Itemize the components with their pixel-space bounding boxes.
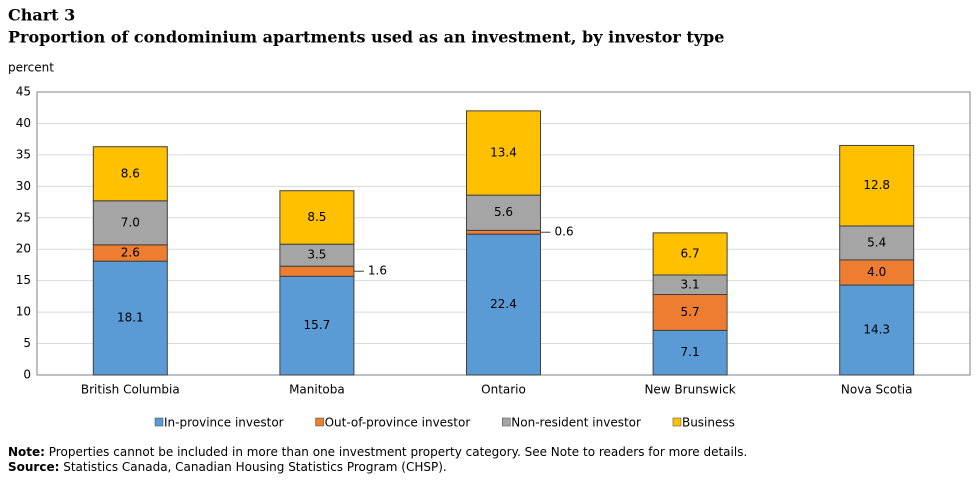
legend-swatch bbox=[154, 417, 164, 427]
value-label: 2.6 bbox=[121, 245, 140, 259]
value-label: 13.4 bbox=[490, 146, 517, 160]
y-tick-label: 45 bbox=[16, 85, 31, 99]
value-label: 3.1 bbox=[681, 277, 700, 291]
y-tick-label: 40 bbox=[16, 116, 31, 130]
y-tick-label: 10 bbox=[16, 305, 31, 319]
x-tick-label: Nova Scotia bbox=[841, 383, 913, 397]
bar-segment bbox=[466, 110, 541, 196]
legend-label: Non-resident investor bbox=[511, 416, 641, 430]
value-label: 8.5 bbox=[307, 210, 326, 224]
legend-swatch bbox=[315, 417, 324, 427]
bar-segment bbox=[466, 229, 541, 235]
notes: Note: Properties cannot be included in m… bbox=[8, 445, 747, 474]
bar-segment bbox=[279, 190, 355, 245]
y-tick-label: 5 bbox=[23, 336, 31, 350]
x-tick-label: Manitoba bbox=[289, 383, 345, 397]
value-label: 4.0 bbox=[867, 265, 886, 279]
value-label: 5.6 bbox=[494, 205, 513, 219]
value-label: 5.4 bbox=[867, 235, 886, 249]
value-label: 12.8 bbox=[863, 178, 890, 192]
bar-segment bbox=[279, 265, 355, 277]
bar-segment bbox=[839, 284, 915, 376]
chart-title: Chart 3 bbox=[8, 6, 75, 25]
value-label: 14.3 bbox=[863, 323, 890, 337]
legend-swatch bbox=[672, 417, 682, 427]
note-text: Properties cannot be included in more th… bbox=[45, 445, 747, 459]
bar-segment bbox=[839, 259, 915, 286]
bar-segment bbox=[839, 144, 915, 227]
note-label: Note: bbox=[8, 445, 45, 459]
value-label: 8.6 bbox=[121, 166, 140, 180]
y-tick-label: 15 bbox=[16, 273, 31, 287]
bar-segment bbox=[92, 146, 168, 202]
bar-segment bbox=[92, 260, 168, 376]
note-text: Statistics Canada, Canadian Housing Stat… bbox=[59, 460, 446, 474]
value-label: 5.7 bbox=[681, 305, 700, 319]
bar-segment bbox=[652, 329, 728, 376]
value-label: 0.6 bbox=[555, 225, 574, 239]
value-label: 7.1 bbox=[681, 345, 700, 359]
bar-segment bbox=[92, 200, 168, 246]
value-label: 7.0 bbox=[121, 215, 140, 229]
value-label: 18.1 bbox=[117, 311, 144, 325]
bar-segment bbox=[466, 194, 541, 231]
value-label: 3.5 bbox=[307, 248, 326, 262]
legend-label: In-province investor bbox=[164, 416, 284, 430]
bar-segment bbox=[279, 275, 355, 376]
value-label: 1.6 bbox=[368, 264, 387, 278]
note: Note: Properties cannot be included in m… bbox=[8, 445, 747, 459]
note: Source: Statistics Canada, Canadian Hous… bbox=[8, 460, 447, 474]
y-tick-label: 0 bbox=[23, 368, 31, 382]
y-tick-label: 35 bbox=[16, 147, 31, 161]
y-tick-label: 20 bbox=[16, 242, 31, 256]
x-tick-label: New Brunswick bbox=[644, 383, 735, 397]
y-axis-label: percent bbox=[8, 61, 54, 75]
legend-swatch bbox=[502, 417, 511, 427]
x-tick-label: British Columbia bbox=[81, 383, 180, 397]
value-label: 15.7 bbox=[304, 318, 331, 332]
note-label: Source: bbox=[8, 460, 59, 474]
x-tick-label: Ontario bbox=[481, 383, 526, 397]
bar-segment bbox=[839, 225, 915, 261]
legend-label: Business bbox=[682, 416, 735, 430]
bar-segment bbox=[466, 233, 541, 376]
bar-segment bbox=[652, 294, 728, 331]
legend-label: Out-of-province investor bbox=[325, 416, 471, 430]
y-tick-label: 25 bbox=[16, 210, 31, 224]
y-tick-label: 30 bbox=[16, 179, 31, 193]
value-label: 6.7 bbox=[681, 246, 700, 260]
value-label: 22.4 bbox=[490, 297, 517, 311]
chart-subtitle: Proportion of condominium apartments use… bbox=[8, 28, 724, 47]
bar-segment bbox=[652, 232, 728, 276]
